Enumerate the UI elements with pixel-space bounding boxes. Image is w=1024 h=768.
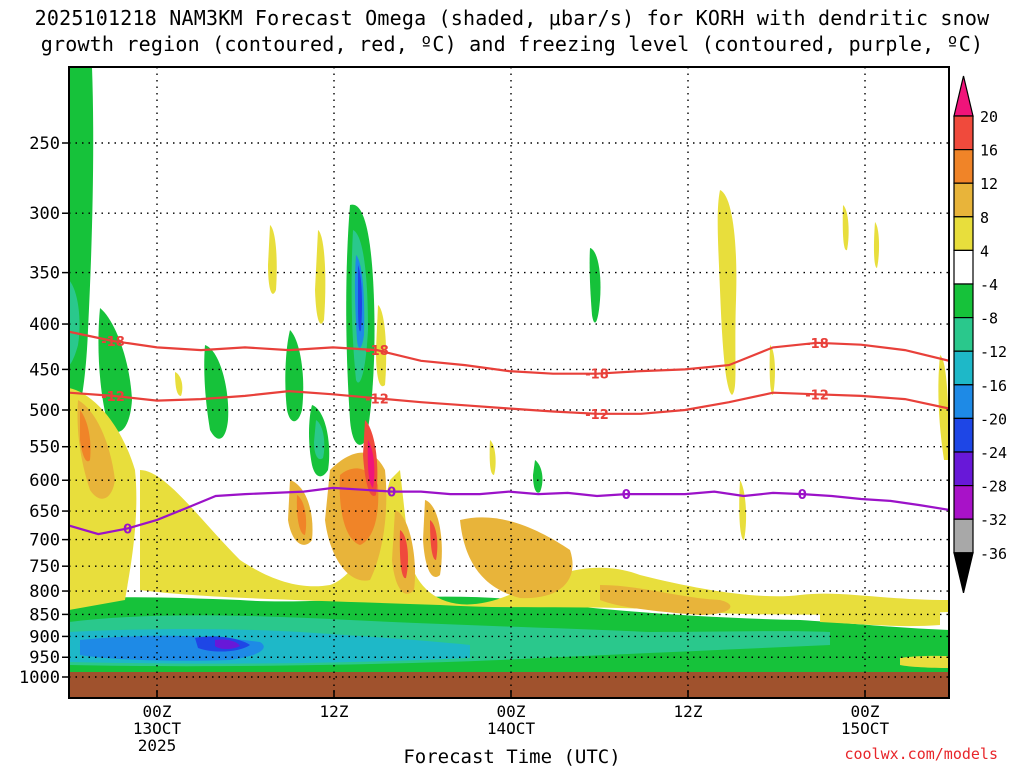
y-tick-label: 450 — [29, 360, 60, 380]
colorbar-label: 20 — [980, 108, 998, 126]
x-tick-label: 14OCT — [487, 719, 536, 738]
contour-lines: -18 -18 -18 -18 -12 -12 -12 -12 0 0 0 0 — [69, 330, 949, 537]
colorbar-label: -12 — [980, 343, 1007, 361]
y-tick-label: 800 — [29, 582, 60, 602]
colorbar-label: -16 — [980, 377, 1007, 395]
x-tick-label: 00Z — [497, 702, 526, 721]
x-tick-label: 00Z — [143, 702, 172, 721]
y-tick-label: 500 — [29, 401, 60, 421]
contour-label: -18 — [585, 368, 609, 383]
colorbar-segment — [953, 417, 974, 453]
contour-label: -18 — [101, 335, 125, 350]
y-tick-label: 1000 — [19, 668, 60, 688]
colorbar-segment — [953, 350, 974, 386]
colorbar-bottom-arrow — [953, 552, 974, 593]
contour-label: -18 — [365, 344, 389, 359]
plot-frame — [68, 66, 950, 699]
colorbar-segment — [953, 249, 974, 285]
y-tick-label: 750 — [29, 557, 60, 577]
y-tick-label: 550 — [29, 438, 60, 458]
y-tick-label: 350 — [29, 264, 60, 284]
y-tick-label: 700 — [29, 531, 60, 551]
colorbar-label: -8 — [980, 310, 998, 328]
colorbar-segment — [953, 451, 974, 487]
contour-label: -12 — [805, 388, 829, 403]
contour-isotherm — [69, 389, 949, 415]
x-tick-label: 00Z — [851, 702, 880, 721]
y-tick-label: 650 — [29, 502, 60, 522]
colorbar-label: -4 — [980, 276, 998, 294]
colorbar-segment — [953, 485, 974, 520]
chart-title-line-1: 2025101218 NAM3KM Forecast Omega (shaded… — [34, 6, 990, 30]
y-tick-label: 250 — [29, 134, 60, 154]
contour-label: -12 — [101, 390, 125, 405]
colorbar-label: -32 — [980, 511, 1007, 529]
chart-title-line-2: growth region (contoured, red, ºC) and f… — [40, 32, 984, 56]
contour-label: -18 — [805, 337, 829, 352]
grid-lines — [69, 67, 949, 698]
contour-label: -12 — [365, 392, 389, 407]
contour-label: 0 — [387, 486, 396, 501]
contour-label: 0 — [622, 488, 631, 503]
colorbar-label: 4 — [980, 242, 989, 260]
colorbar-segment — [953, 384, 974, 419]
x-tick-label: 2025 — [138, 736, 177, 755]
colorbar-segment — [953, 115, 974, 151]
credit-link[interactable]: coolwx.com/models — [844, 745, 998, 763]
y-tick-label: 300 — [29, 204, 60, 224]
y-tick-label: 600 — [29, 471, 60, 491]
ground-fill — [69, 672, 949, 698]
colorbar-label: -28 — [980, 478, 1007, 496]
colorbar-label: 8 — [980, 209, 989, 227]
colorbar: 20 16 12 8 4 -4 -8 -12 -16 -20 -24 -28 -32 -36 — [953, 75, 1007, 593]
omega-shading — [69, 67, 949, 698]
x-tick-label: 15OCT — [841, 719, 890, 738]
colorbar-segment — [953, 317, 974, 352]
y-axis: 2503003504004505005506006507007508008509… — [19, 134, 69, 688]
x-tick-label: 12Z — [674, 702, 703, 721]
contour-freezing — [69, 486, 949, 536]
colorbar-label: -36 — [980, 545, 1007, 563]
colorbar-label: 16 — [980, 142, 998, 160]
colorbar-segment — [953, 283, 974, 319]
colorbar-segment — [953, 216, 974, 252]
contour-label: -12 — [585, 408, 609, 423]
contour-label: 0 — [123, 522, 132, 537]
x-axis-title: Forecast Time (UTC) — [403, 746, 621, 768]
y-tick-label: 900 — [29, 627, 60, 647]
y-tick-label: 850 — [29, 605, 60, 625]
x-tick-label: 13OCT — [133, 719, 182, 738]
colorbar-segment — [953, 182, 974, 218]
colorbar-segment — [953, 518, 974, 554]
y-tick-label: 400 — [29, 315, 60, 335]
x-tick-label: 12Z — [320, 702, 349, 721]
colorbar-label: -24 — [980, 444, 1007, 462]
contour-label: 0 — [798, 488, 807, 503]
colorbar-label: -20 — [980, 410, 1007, 428]
y-tick-label: 950 — [29, 648, 60, 668]
colorbar-label: 12 — [980, 175, 998, 193]
colorbar-segment — [953, 149, 974, 184]
colorbar-top-arrow — [953, 75, 974, 117]
contour-isotherm — [69, 330, 949, 375]
